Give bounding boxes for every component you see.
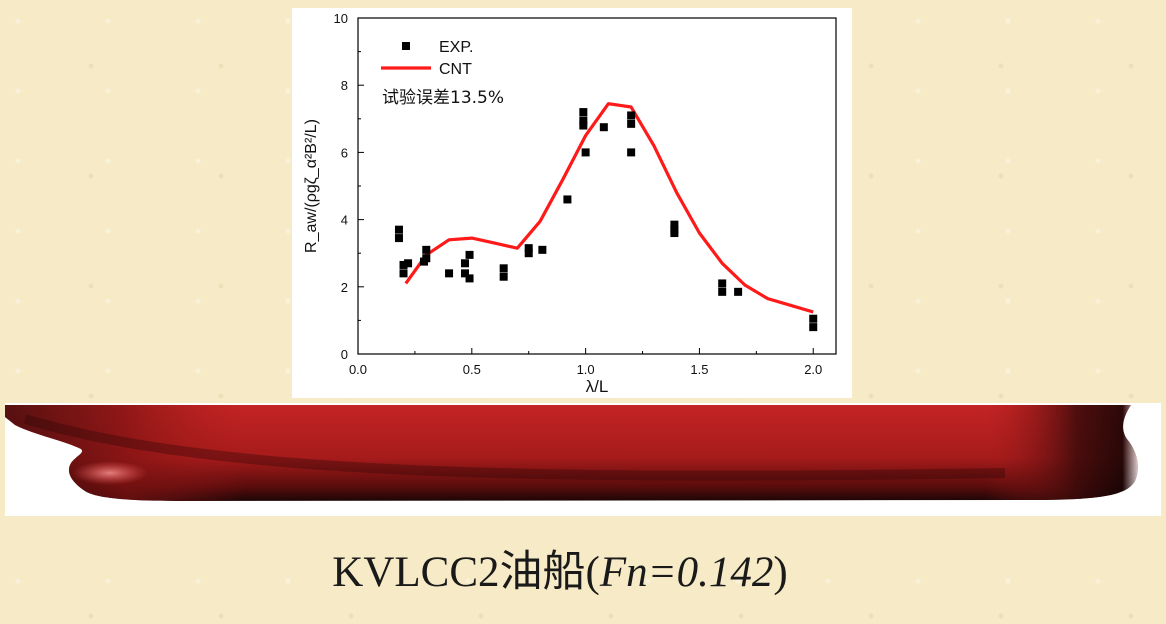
x-tick-label: 0.5 [463,362,481,377]
exp-point [460,269,469,278]
exp-point [627,119,636,128]
error-annotation: 试验误差13.5% [382,88,504,108]
exp-point [809,314,818,323]
exp-point [718,279,727,288]
caption: KVLCC2油船(Fn=0.142) [0,537,1120,599]
exp-point [627,111,636,120]
hull-body [5,405,1138,501]
exp-point [465,250,474,259]
exp-point [579,116,588,125]
caption-froude: Fn=0.142 [599,549,774,596]
x-tick-label: 2.0 [804,362,822,377]
y-tick-label: 2 [341,280,348,295]
legend-exp-swatch [402,42,410,50]
exp-point [581,148,590,157]
y-tick-label: 8 [341,78,348,93]
hull-stern-highlight [72,461,148,485]
exp-point [399,260,408,269]
exp-point [524,249,533,258]
exp-point [399,269,408,278]
exp-point [524,244,533,253]
caption-close: ) [773,549,788,596]
hull-strip [5,403,1161,516]
exp-point [734,287,743,296]
y-axis-label: R_aw/(ρgζ_α²B²/L) [303,119,320,253]
y-tick-label: 0 [341,347,348,362]
exp-point [445,269,454,278]
chart-panel: 0.0 0.5 1.0 1.5 2.0 0 2 4 6 8 10 λ/L R_aw/(ρgζ_α²B²/… [292,8,852,398]
cnt-line [404,102,814,314]
exp-point [718,287,727,296]
axes: 0.0 0.5 1.0 1.5 2.0 0 2 4 6 8 10 λ/L R_aw/(ρgζ_α²B²/… [303,11,837,396]
legend-label: EXP. [439,39,473,56]
exp-point [499,272,508,281]
exp-points [394,108,818,332]
legend-label: CNT [439,61,472,78]
ship-hull-image [5,405,1138,501]
exp-point [422,254,431,263]
exp-point [599,123,608,132]
hull-stern-shade [5,405,245,501]
cnt-curve [404,102,814,314]
exp-point [499,264,508,273]
x-tick-label: 1.5 [690,362,708,377]
x-tick-label: 1.0 [577,362,595,377]
x-axis-label: λ/L [586,377,609,396]
exp-point [627,148,636,157]
hull-bow-shade [985,405,1138,500]
exp-point [538,245,547,254]
y-tick-label: 4 [341,213,348,228]
hull-bilge-shadow [23,414,1006,481]
exp-point [579,121,588,130]
added-resistance-chart: 0.0 0.5 1.0 1.5 2.0 0 2 4 6 8 10 λ/L R_aw/(ρgζ_α²B²/… [303,11,837,396]
exp-point [809,323,818,332]
x-tick-label: 0.0 [349,362,367,377]
legend: EXP. CNT [381,39,473,78]
exp-point [404,259,413,268]
exp-point [422,245,431,254]
exp-point [670,220,679,229]
exp-point [460,259,469,268]
exp-point [579,108,588,117]
exp-point [465,274,474,283]
caption-main: KVLCC2油船( [332,549,600,596]
exp-point [394,225,403,234]
exp-point [670,229,679,238]
y-tick-label: 6 [341,145,348,160]
exp-point [394,234,403,243]
exp-point [563,195,572,204]
y-tick-label: 10 [334,11,348,26]
